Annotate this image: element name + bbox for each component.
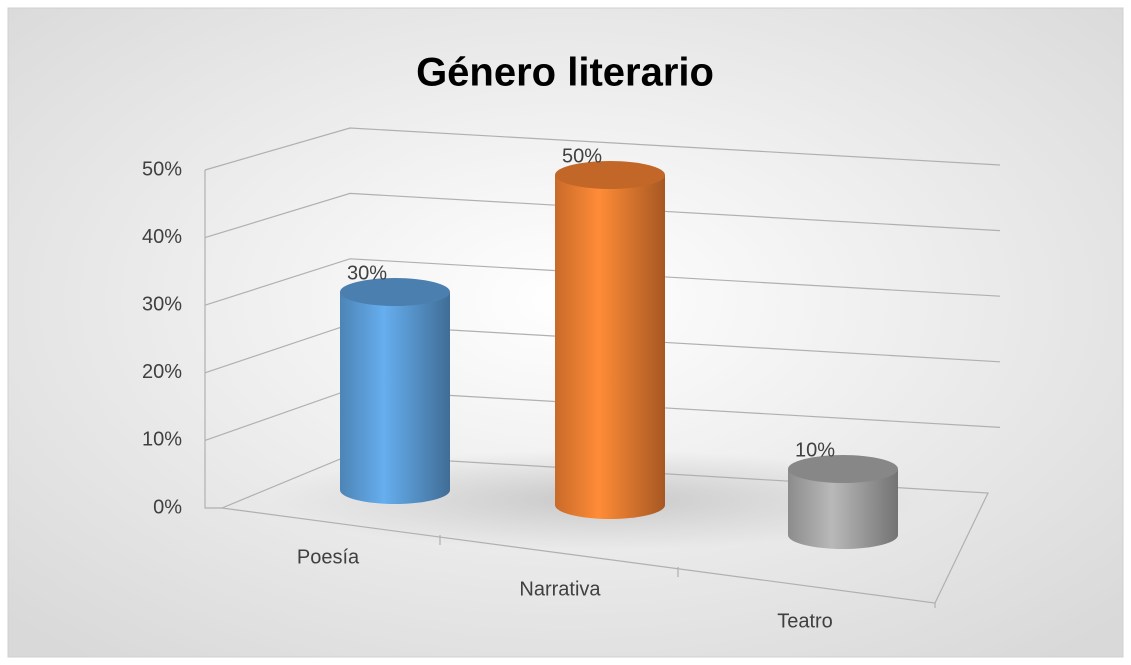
y-tick-label: 20% — [142, 361, 182, 383]
bar — [788, 469, 898, 549]
grid-line — [204, 192, 1001, 239]
y-tick-label: 40% — [142, 226, 182, 248]
floor — [221, 454, 989, 604]
y-tick-label: 10% — [142, 429, 182, 451]
chart-title: Género literario — [416, 51, 714, 95]
x-tick-label: Teatro — [777, 610, 833, 632]
grid-line — [204, 258, 1001, 306]
value-label: 10% — [795, 439, 835, 461]
bar-top — [555, 161, 665, 189]
x-tick-label: Poesía — [297, 546, 360, 568]
bar — [340, 292, 450, 504]
bar-top — [788, 455, 898, 483]
y-tick-label: 0% — [153, 496, 182, 518]
value-label: 50% — [562, 145, 602, 167]
value-label: 30% — [347, 262, 387, 284]
bar — [555, 175, 665, 519]
x-tick-label: Narrativa — [519, 578, 601, 600]
y-tick-label: 30% — [142, 293, 182, 315]
y-tick-label: 50% — [142, 158, 182, 180]
bar-top — [340, 278, 450, 306]
grid-line — [204, 127, 1001, 171]
